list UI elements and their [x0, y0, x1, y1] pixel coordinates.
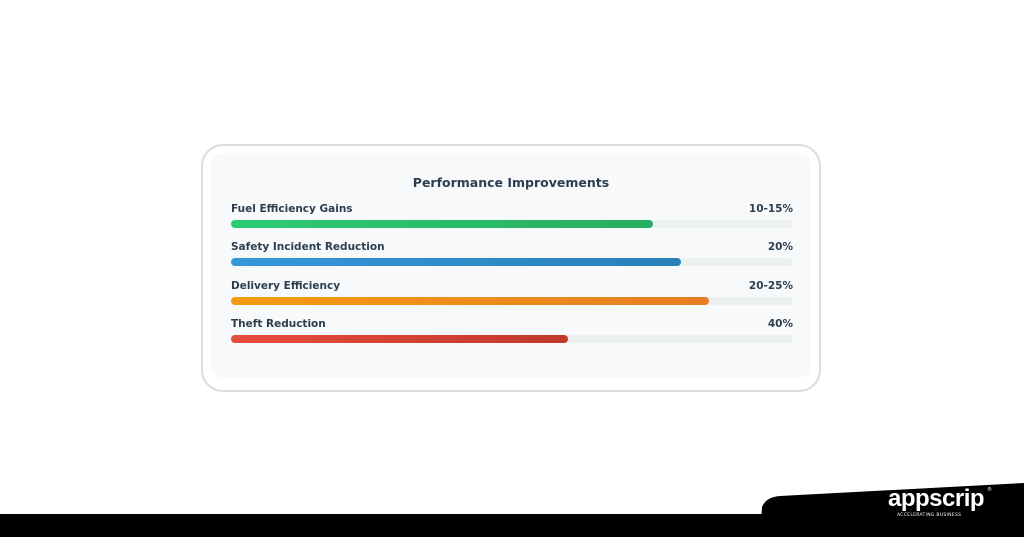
bar-fill — [231, 297, 709, 305]
bar-row: Safety Incident Reduction 20% — [231, 241, 793, 271]
chart-card: Performance Improvements Fuel Efficiency… — [201, 144, 821, 392]
chart-panel: Performance Improvements Fuel Efficiency… — [211, 153, 811, 378]
bar-row: Theft Reduction 40% — [231, 318, 793, 348]
registered-mark: ® — [987, 487, 993, 493]
bar-value-label: 40% — [767, 318, 793, 330]
footer-tab-shape — [760, 483, 1024, 537]
bar-value-label: 20-25% — [748, 280, 793, 292]
bar-row: Delivery Efficiency 20-25% — [231, 280, 793, 310]
bar-fill — [231, 335, 569, 343]
logo-tagline: ACCELERATING BUSINESS — [897, 513, 962, 518]
chart-title: Performance Improvements — [412, 175, 610, 190]
bar-fill — [231, 258, 681, 266]
bar-track — [231, 297, 793, 305]
bar-label: Theft Reduction — [231, 318, 326, 330]
bar-fill — [231, 220, 653, 228]
bar-track — [231, 220, 793, 228]
bar-label: Safety Incident Reduction — [231, 241, 385, 253]
bar-row: Fuel Efficiency Gains 10-15% — [231, 203, 793, 233]
bar-value-label: 10-15% — [748, 203, 793, 215]
bar-track — [231, 258, 793, 266]
bar-track — [231, 335, 793, 343]
bar-label: Fuel Efficiency Gains — [231, 203, 353, 215]
bar-label: Delivery Efficiency — [231, 280, 341, 292]
appscrip-logo: appscrip — [888, 485, 985, 512]
bar-value-label: 20% — [767, 241, 793, 253]
appscrip-brand: appscrip ® ACCELERATING BUSINESS — [888, 487, 992, 519]
